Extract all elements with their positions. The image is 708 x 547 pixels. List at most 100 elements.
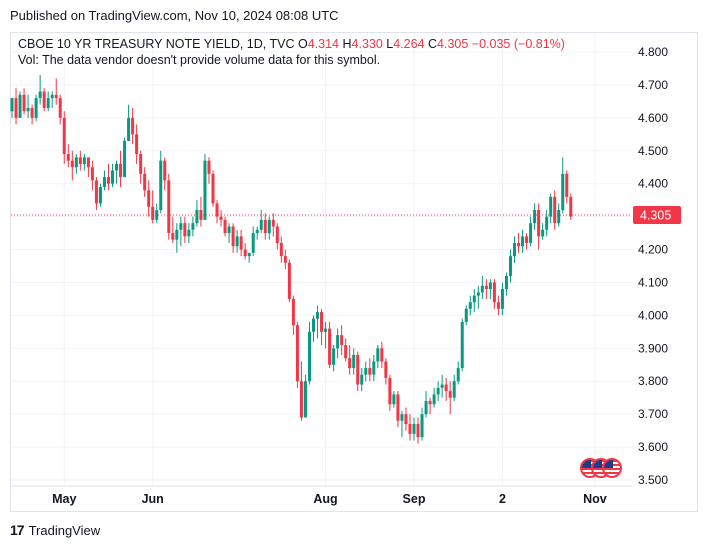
last-price-badge	[633, 205, 681, 224]
candle-body	[504, 275, 508, 290]
candle	[496, 295, 500, 316]
candle	[30, 104, 34, 125]
candle-body	[420, 414, 424, 438]
candle-body	[529, 223, 533, 243]
y-tick-label: 4.800	[638, 45, 668, 59]
candle-body	[18, 94, 22, 118]
candle-body	[500, 289, 504, 309]
candle-body	[537, 210, 541, 237]
candle-body	[263, 219, 267, 234]
candle-body	[557, 210, 561, 224]
candle-body	[38, 91, 42, 99]
candle	[283, 249, 287, 270]
candle	[38, 75, 42, 105]
candle-body	[332, 348, 336, 365]
candle	[525, 233, 529, 250]
brand-name[interactable]: TradingView	[28, 522, 101, 538]
candle-body	[380, 348, 384, 362]
candle-body	[90, 167, 94, 181]
candle	[203, 154, 207, 220]
candle	[219, 210, 223, 227]
candle	[26, 94, 30, 118]
candle	[259, 210, 263, 234]
us-flag-icon[interactable]	[602, 458, 622, 478]
candle-body	[320, 312, 324, 332]
candle-body	[30, 107, 34, 118]
candle-body	[360, 374, 364, 385]
candle	[428, 397, 432, 415]
candle-body	[348, 358, 352, 369]
chart-frame	[10, 32, 698, 512]
candle	[279, 236, 283, 263]
candle	[191, 216, 195, 237]
candle-body	[203, 160, 207, 220]
candle	[307, 321, 311, 385]
candle	[98, 183, 102, 207]
candle-body	[26, 107, 30, 112]
candle-body	[175, 229, 179, 240]
candle	[400, 410, 404, 438]
candle	[444, 377, 448, 401]
candle-body	[94, 180, 98, 204]
candle	[372, 354, 376, 382]
candle-body	[102, 177, 106, 187]
candle	[392, 391, 396, 408]
candle	[472, 289, 476, 313]
candles-group	[10, 75, 573, 444]
candle	[175, 223, 179, 253]
open-value: 4.314	[307, 37, 339, 51]
candle-body	[384, 361, 388, 378]
economic-events[interactable]	[580, 458, 624, 480]
candle-body	[135, 134, 139, 155]
candle-body	[432, 394, 436, 405]
published-note: Published on TradingView.com, Nov 10, 20…	[10, 8, 339, 23]
candle-body	[525, 236, 529, 243]
candle	[139, 150, 143, 184]
candle-body	[508, 256, 512, 276]
candle-body	[223, 219, 227, 234]
candle	[123, 137, 127, 178]
low-label: L	[386, 37, 394, 51]
candle	[328, 321, 332, 369]
candle-body	[243, 249, 247, 257]
y-tick-label: 3.900	[638, 341, 668, 355]
candle-body	[372, 361, 376, 375]
candle	[50, 91, 54, 108]
candle	[102, 170, 106, 191]
candle-body	[424, 400, 428, 415]
candle	[492, 279, 496, 309]
candle-body	[416, 424, 420, 438]
candle-body	[299, 381, 303, 418]
candle-body	[247, 252, 251, 257]
candle	[147, 180, 151, 217]
candle-body	[440, 384, 444, 388]
candle-body	[408, 424, 412, 434]
candle-body	[147, 190, 151, 207]
candle-body	[187, 229, 191, 237]
candle	[408, 414, 412, 441]
candle-body	[139, 154, 143, 174]
candle	[565, 170, 569, 204]
candle	[340, 325, 344, 355]
candle	[356, 351, 360, 392]
candle	[324, 321, 328, 349]
tradingview-logo-icon[interactable]: 17	[10, 522, 25, 538]
candle-body	[259, 219, 263, 230]
candle-body	[328, 328, 332, 365]
candle	[235, 229, 239, 253]
candle-body	[155, 210, 159, 220]
candle-body	[496, 302, 500, 309]
candle	[62, 111, 66, 164]
candle	[106, 163, 110, 191]
y-tick-label: 4.200	[638, 243, 668, 257]
candle-body	[127, 117, 131, 141]
candle-body	[231, 226, 235, 247]
candle	[163, 157, 167, 191]
candle	[271, 213, 275, 237]
candle	[131, 107, 135, 145]
candle-body	[22, 94, 26, 112]
candle	[404, 407, 408, 431]
candle	[312, 315, 315, 342]
candle-body	[14, 98, 18, 118]
